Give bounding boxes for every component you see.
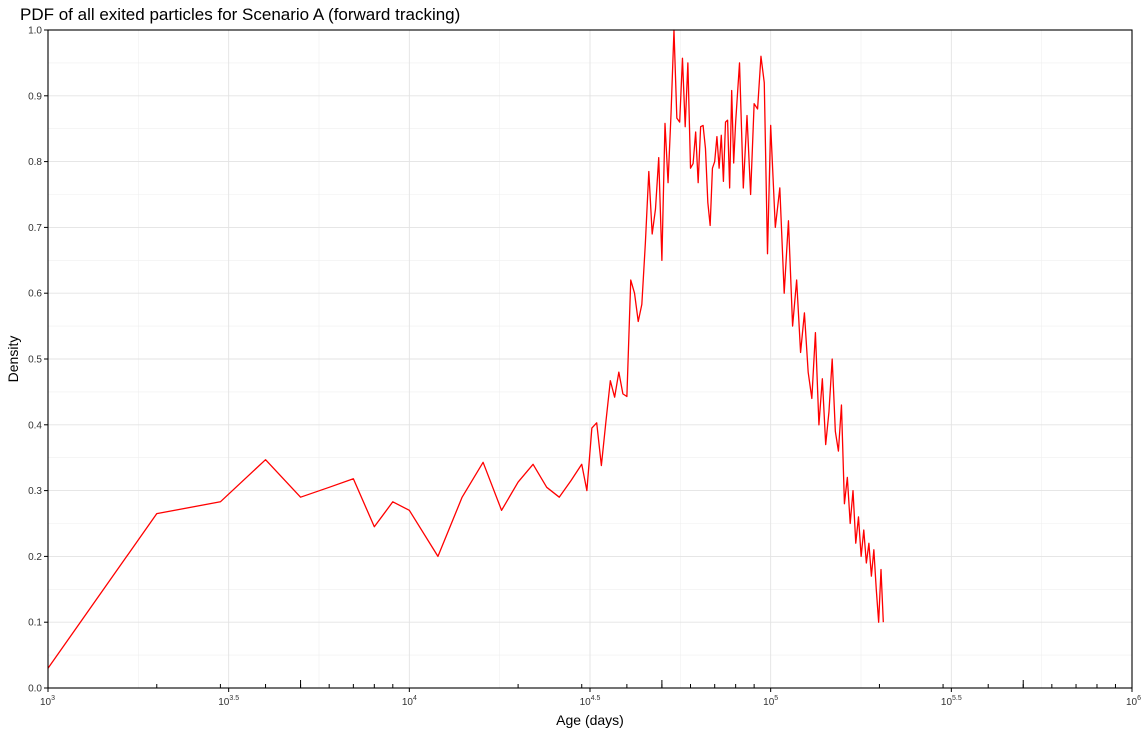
y-tick-label: 0.2 (28, 552, 42, 563)
x-axis-label: Age (days) (556, 712, 624, 728)
y-tick-label: 0.9 (28, 91, 42, 102)
series-group (47, 29, 884, 669)
y-axis-label: Density (5, 336, 21, 383)
x-tick-label: 104.5 (580, 695, 601, 708)
x-tick-label: 106 (1126, 695, 1141, 708)
y-tick-label: 0.5 (28, 355, 42, 366)
y-tick-label: 0.3 (28, 486, 42, 497)
series-line-0 (47, 29, 884, 669)
x-axis: 103 103.5 104 104.5 105 105.5 106 (40, 688, 1141, 708)
x-tick-label: 105 (763, 695, 778, 708)
y-tick-label: 0.0 (28, 684, 42, 695)
x-tick-label: 105.5 (941, 695, 962, 708)
x-tick-label: 103 (40, 695, 55, 708)
y-tick-label: 0.7 (28, 223, 42, 234)
x-rug-marks (156, 680, 1116, 688)
chart-title: PDF of all exited particles for Scenario… (20, 5, 460, 24)
y-tick-label: 0.6 (28, 289, 42, 300)
y-tick-label: 0.4 (28, 420, 42, 431)
y-tick-label: 0.1 (28, 618, 42, 629)
grid-lines (47, 29, 1133, 689)
x-tick-label: 103.5 (218, 695, 239, 708)
y-tick-label: 1.0 (28, 26, 42, 37)
x-tick-label: 104 (402, 695, 417, 708)
y-tick-label: 0.8 (28, 157, 42, 168)
y-axis: 0.0 0.1 0.2 0.3 0.4 0.5 0.6 0.7 0.8 0.9 1.0 (28, 26, 48, 695)
